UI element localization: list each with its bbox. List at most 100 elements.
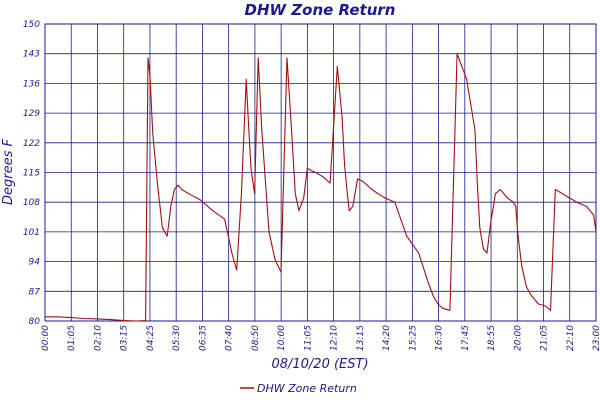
data-point [362, 180, 363, 182]
x-tick-label: 12:10 [330, 325, 340, 351]
series-layer [44, 53, 597, 322]
data-point [406, 235, 408, 237]
x-tick-label: 10:00 [277, 325, 287, 351]
data-point [418, 252, 420, 254]
data-point [162, 227, 163, 229]
x-tick-label: 17:45 [461, 325, 471, 351]
data-point [291, 133, 293, 135]
data-point [474, 129, 476, 131]
data-point [280, 271, 282, 273]
y-tick-label: 87 [29, 287, 41, 297]
data-point [315, 172, 317, 173]
data-point [241, 193, 242, 195]
series-line [45, 53, 597, 322]
y-axis: 80 87 94 101 108 115 122 129 136 143 150 [23, 20, 40, 327]
data-point [348, 210, 350, 212]
data-point [366, 184, 368, 186]
data-point [530, 295, 532, 296]
x-tick-label: 21:05 [540, 325, 550, 351]
x-tick-label: 23:00 [592, 325, 600, 351]
x-tick-label: 03:15 [120, 325, 130, 351]
x-tick-label: 18:55 [487, 325, 497, 351]
x-tick-label: 04:25 [146, 325, 156, 351]
chart-title: DHW Zone Return [245, 1, 396, 19]
data-point [442, 307, 444, 309]
data-point [44, 316, 46, 318]
data-point [71, 317, 72, 318]
data-point [526, 286, 527, 288]
data-point [245, 78, 247, 80]
data-point [432, 295, 434, 296]
data-point [554, 189, 556, 190]
data-point [145, 320, 147, 321]
x-tick-label: 16:30 [435, 325, 445, 351]
data-point [250, 167, 252, 169]
y-tick-label: 122 [23, 139, 40, 149]
y-tick-label: 115 [23, 169, 40, 179]
data-point [512, 201, 514, 203]
data-point [456, 53, 458, 55]
plot-border [44, 23, 597, 322]
data-point [310, 170, 312, 171]
data-point [477, 184, 478, 186]
x-axis: 00:00 01:05 02:10 03:15 04:25 05:30 06:35 07:40… [41, 325, 600, 351]
data-point [231, 252, 233, 254]
x-tick-label: 02:10 [93, 325, 103, 351]
data-point [483, 248, 484, 250]
data-point [166, 235, 168, 237]
x-axis-label: 08/10/20 (EST) [271, 357, 368, 372]
data-point [586, 206, 587, 207]
y-tick-label: 150 [23, 20, 40, 30]
data-point [515, 206, 517, 207]
y-tick-label: 101 [23, 228, 40, 238]
data-point [136, 320, 138, 322]
data-point [593, 214, 594, 216]
data-point [181, 189, 183, 190]
data-point [490, 223, 491, 224]
data-point [437, 303, 439, 305]
data-point [224, 218, 226, 220]
data-point [357, 178, 358, 180]
data-point [341, 116, 343, 118]
x-tick-label: 06:35 [198, 325, 208, 351]
data-point [298, 210, 300, 212]
data-point [499, 189, 501, 190]
x-tick-label: 00:00 [41, 325, 51, 351]
data-point [152, 133, 154, 135]
data-point [265, 180, 266, 182]
x-tick-label: 22:10 [566, 325, 576, 351]
data-point [595, 231, 597, 233]
data-point [111, 319, 113, 321]
data-point [550, 310, 551, 311]
y-tick-label: 80 [29, 317, 41, 327]
x-tick-label: 01:05 [67, 325, 77, 351]
data-point [248, 125, 250, 127]
data-point [274, 259, 276, 260]
data-point [97, 318, 99, 320]
data-point [521, 265, 523, 267]
data-point [545, 305, 547, 307]
data-point [346, 189, 348, 190]
data-point [286, 57, 288, 59]
data-point [149, 74, 151, 76]
data-point [336, 66, 338, 67]
y-tick-label: 129 [23, 109, 40, 119]
data-point [352, 206, 354, 207]
y-tick-label: 136 [23, 79, 40, 89]
data-point [329, 182, 331, 184]
data-point [306, 167, 308, 169]
data-point [322, 176, 324, 178]
data-point [174, 189, 175, 190]
data-point [254, 193, 256, 195]
data-point [394, 201, 396, 203]
x-tick-label: 07:40 [225, 325, 235, 351]
data-point [466, 78, 467, 80]
data-point [170, 206, 172, 207]
grid [44, 23, 597, 322]
data-point [177, 184, 179, 186]
data-point [188, 193, 190, 195]
data-point [123, 320, 125, 321]
legend: DHW Zone Return [240, 382, 357, 395]
data-point [576, 201, 578, 203]
